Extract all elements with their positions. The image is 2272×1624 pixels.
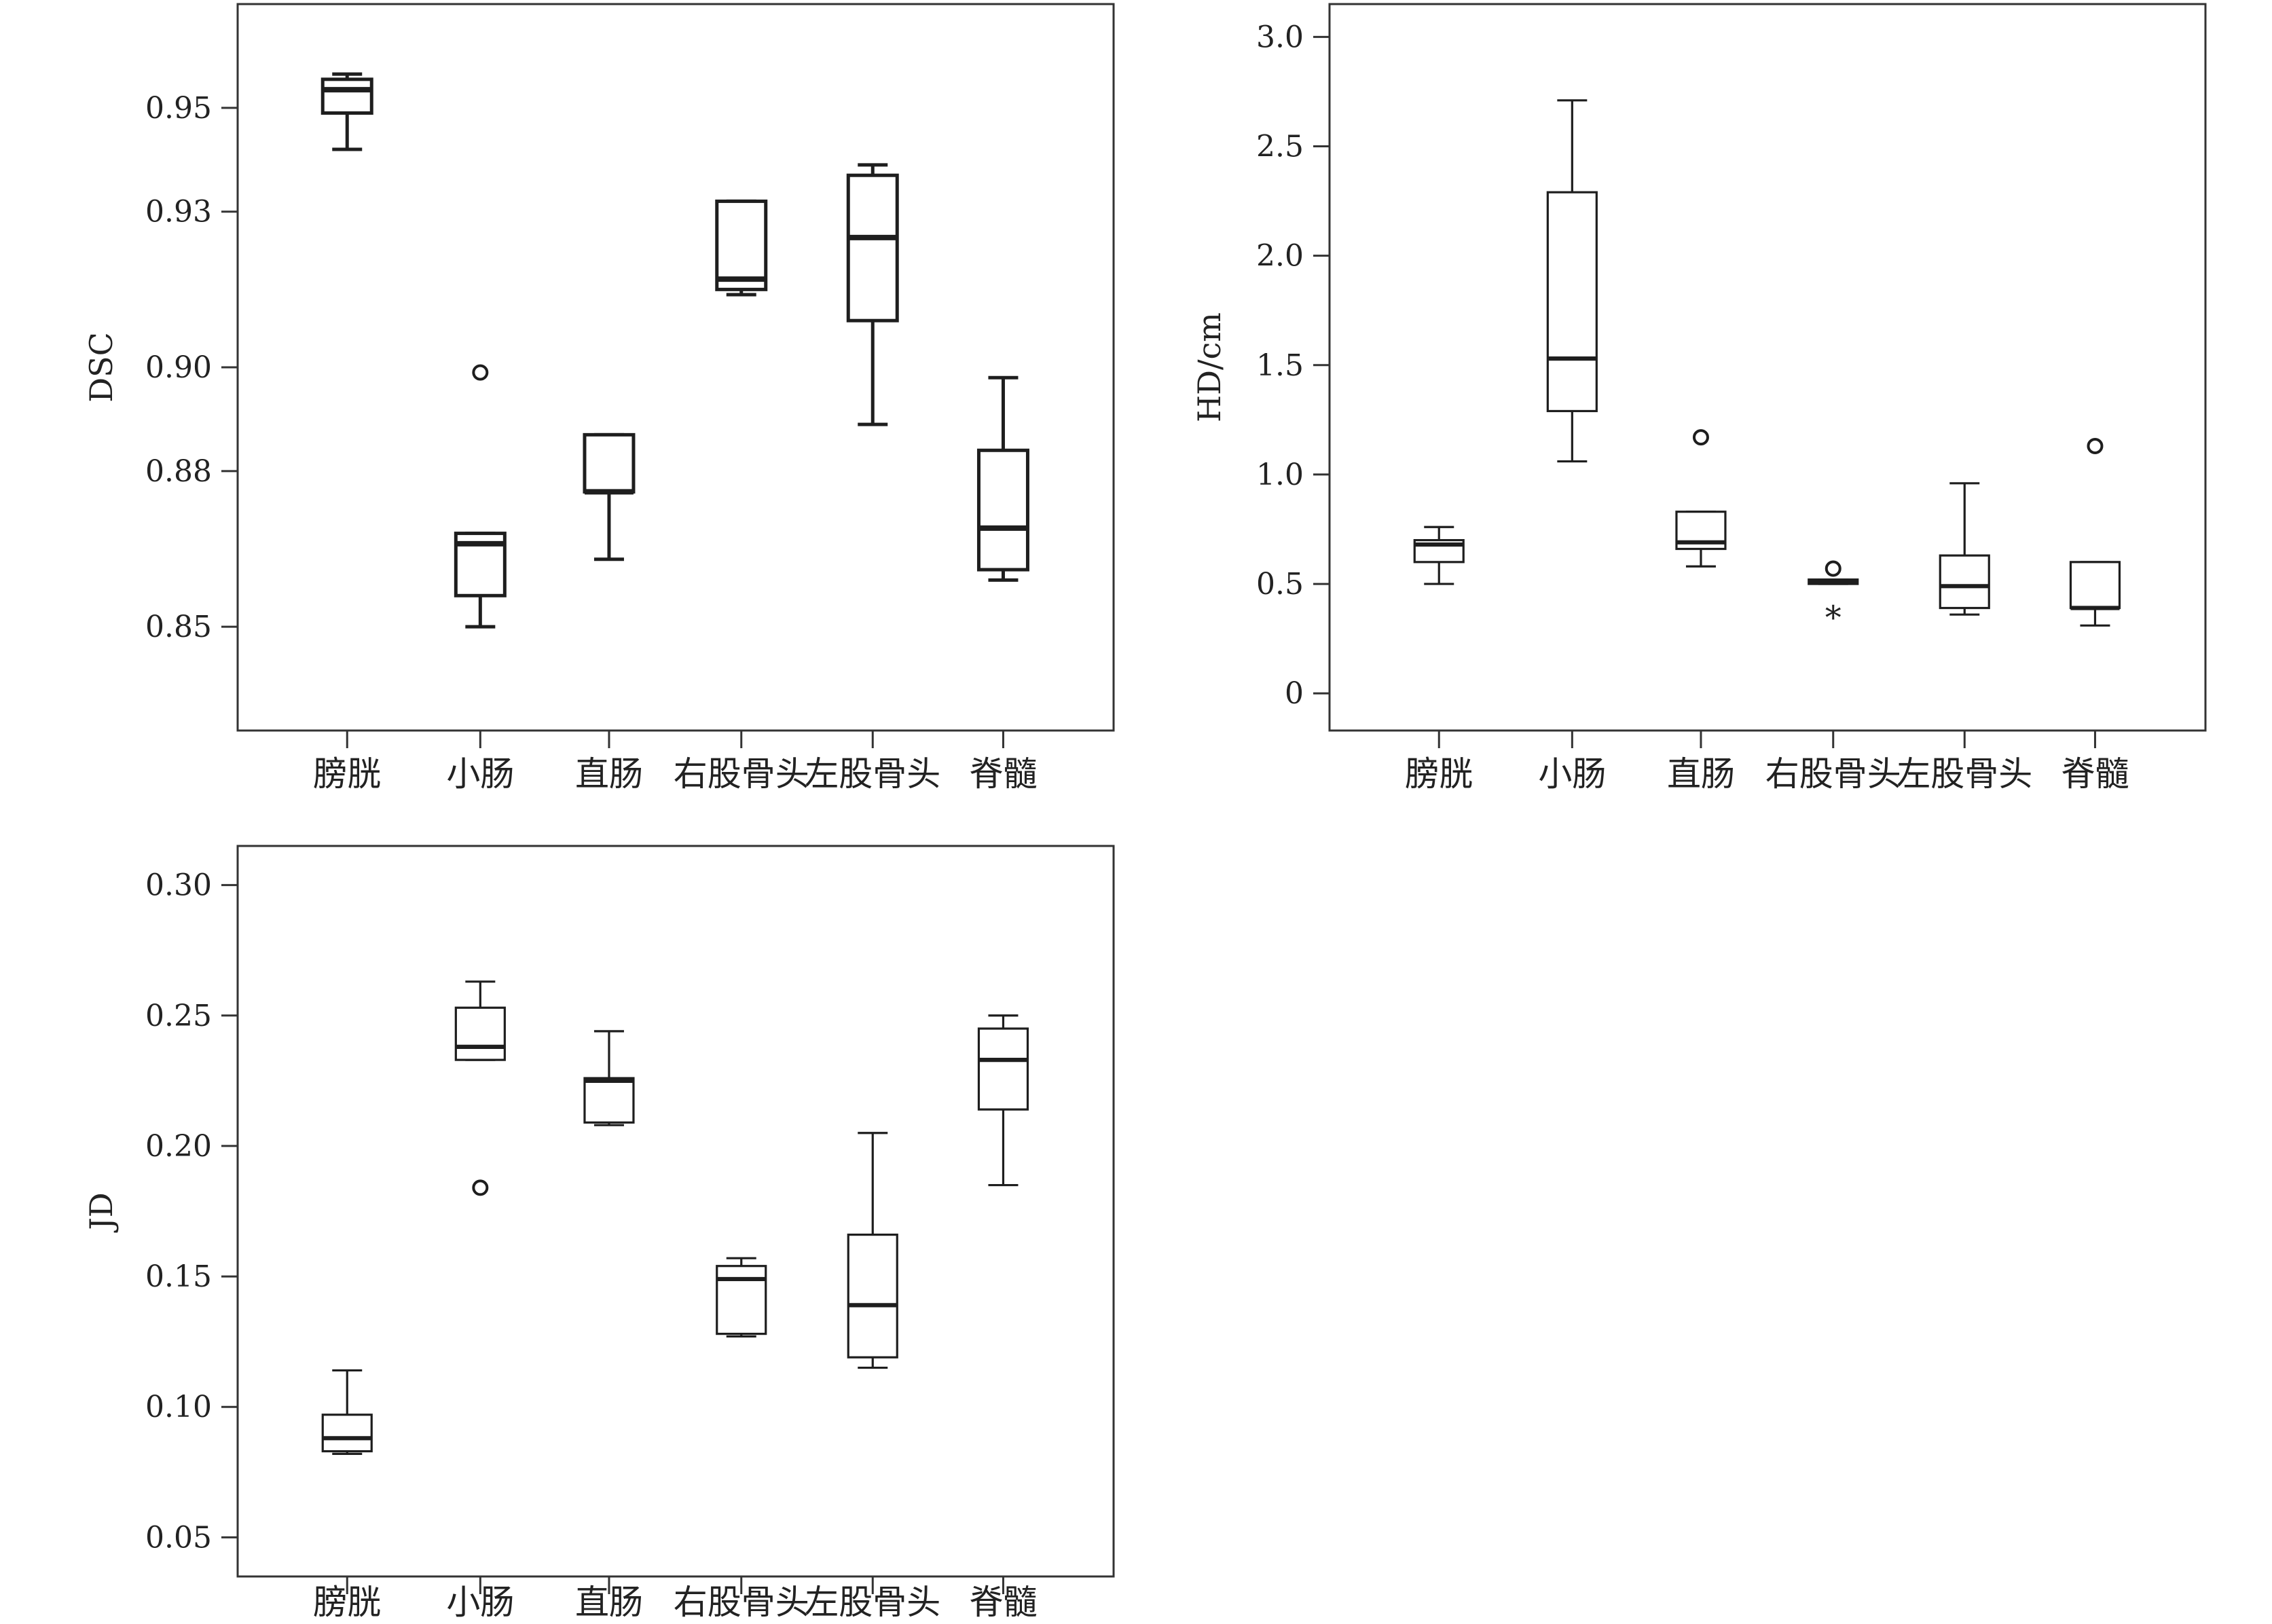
hd-category-label: 膀胱: [1405, 754, 1473, 794]
outlier-point: [472, 1179, 489, 1196]
dsc-box-1: [320, 72, 373, 151]
jd-box-plot-panel: 0.05 0.10 0.15 0.20 0.25 0.30 JD 膀胱 小肠 直肠 右股骨头左股骨头…: [83, 845, 1115, 1622]
hd-category-label: 小肠: [1538, 754, 1606, 794]
dsc-y-axis-title: DSC: [83, 332, 120, 403]
dsc-y-tick-label: 0.95: [145, 91, 212, 126]
iqr-box: [716, 1265, 767, 1335]
jd-y-tick-label: 0.20: [145, 1129, 212, 1164]
iqr-box: [320, 77, 373, 115]
hd-y-tick-label: 3.0: [1256, 20, 1304, 54]
jd-y-tick-label: 0.05: [145, 1520, 212, 1555]
jd-box-4: [716, 1257, 767, 1338]
jd-box-1: [321, 1369, 373, 1455]
iqr-box: [846, 173, 899, 322]
dsc-category-label: 膀胱: [313, 754, 381, 794]
iqr-box: [2069, 561, 2121, 610]
iqr-box: [583, 1077, 635, 1124]
iqr-box: [977, 1027, 1029, 1111]
hd-y-tick-label: 2.5: [1256, 129, 1304, 164]
outlier-point: [1825, 560, 1842, 577]
dsc-category-label: 脊髓: [969, 754, 1037, 794]
dsc-box-3: [583, 432, 636, 561]
dsc-box-5: [846, 163, 899, 426]
outlier-point: [472, 364, 489, 381]
dsc-y-tick-label: 0.93: [145, 195, 212, 229]
jd-y-axis-title: JD: [83, 1192, 120, 1232]
hd-category-label: 左股骨头: [1897, 754, 2032, 794]
dsc-category-label: 右股骨头: [674, 754, 809, 794]
hd-y-tick-label: 0.5: [1256, 567, 1304, 602]
jd-category-label: 小肠: [446, 1583, 514, 1622]
dsc-category-label: 小肠: [446, 754, 514, 794]
hd-y-tick-label: 0: [1285, 676, 1304, 711]
dsc-y-tick-label: 0.88: [145, 454, 212, 489]
hd-y-tick-label: 1.0: [1256, 458, 1304, 492]
dsc-box-2: [454, 364, 507, 629]
jd-category-label: 膀胱: [313, 1583, 381, 1622]
jd-category-label: 左股骨头: [805, 1583, 940, 1622]
dsc-category-label: 左股骨头: [805, 754, 940, 794]
iqr-box: [1939, 554, 1990, 610]
hd-category-label: 脊髓: [2061, 754, 2129, 794]
jd-box-2: [454, 980, 506, 1196]
dsc-category-label: 直肠: [575, 754, 643, 794]
jd-category-label: 直肠: [575, 1583, 643, 1622]
iqr-box: [1546, 191, 1598, 413]
jd-category-label: 右股骨头: [674, 1583, 809, 1622]
iqr-box: [976, 448, 1029, 572]
jd-y-tick-label: 0.25: [145, 999, 212, 1033]
iqr-box: [715, 199, 768, 291]
iqr-box: [583, 432, 636, 494]
jd-box-3: [583, 1030, 635, 1126]
dsc-box-6: [976, 375, 1029, 582]
jd-box-5: [847, 1132, 898, 1369]
iqr-box: [321, 1414, 373, 1453]
hd-box-5: [1939, 482, 1990, 616]
iqr-box: [847, 1233, 898, 1359]
outlier-point: [2087, 438, 2104, 455]
jd-box-6: [977, 1014, 1029, 1187]
hd-box-2: [1546, 99, 1598, 463]
hd-box-3: [1675, 429, 1727, 568]
dsc-y-tick-label: 0.90: [145, 350, 212, 385]
hd-y-tick-label: 2.0: [1256, 239, 1304, 274]
hd-category-label: 右股骨头: [1765, 754, 1901, 794]
extreme-point: *: [1825, 599, 1842, 637]
hd-y-tick-label: 1.5: [1256, 348, 1304, 383]
hd-box-6: [2069, 438, 2121, 627]
jd-y-tick-label: 0.15: [145, 1259, 212, 1294]
jd-plot-frame: [236, 845, 1115, 1578]
jd-y-tick-label: 0.10: [145, 1390, 212, 1424]
dsc-box-4: [715, 199, 768, 297]
dsc-y-tick-label: 0.85: [145, 610, 212, 644]
hd-plot-frame: [1328, 3, 2207, 732]
hd-category-label: 直肠: [1667, 754, 1735, 794]
jd-category-label: 脊髓: [969, 1583, 1037, 1622]
hd-box-1: [1413, 525, 1465, 585]
hd-y-axis-title: HD/cm: [1191, 312, 1228, 422]
outlier-point: [1692, 429, 1709, 446]
hd-box-4: *: [1808, 560, 1859, 637]
iqr-box: [454, 1006, 506, 1061]
jd-y-tick-label: 0.30: [145, 868, 212, 903]
